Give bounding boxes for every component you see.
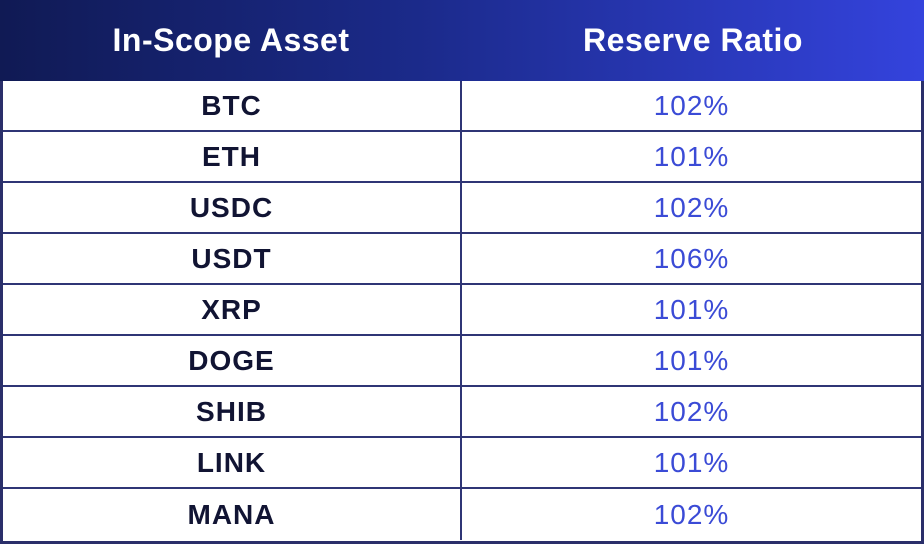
- reserve-ratio-cell: 102%: [653, 498, 730, 530]
- asset-cell: BTC: [3, 81, 462, 130]
- reserve-ratio-cell: 101%: [653, 344, 730, 376]
- asset-cell: DOGE: [3, 336, 462, 385]
- table-row: BTC 102%: [3, 81, 921, 132]
- reserve-ratio-cell: 101%: [653, 140, 730, 172]
- asset-cell: SHIB: [3, 387, 462, 436]
- table-row: USDC 102%: [3, 183, 921, 234]
- reserve-ratio-cell: 106%: [653, 242, 730, 274]
- table-header: In-Scope Asset Reserve Ratio: [0, 0, 924, 81]
- reserve-ratio-cell: 101%: [653, 446, 730, 478]
- table-row: USDT 106%: [3, 234, 921, 285]
- asset-cell: MANA: [3, 489, 462, 540]
- table-row: SHIB 102%: [3, 387, 921, 438]
- reserve-ratio-cell: 102%: [653, 191, 730, 223]
- asset-cell: USDC: [3, 183, 462, 232]
- reserve-ratio-cell: 102%: [653, 89, 730, 121]
- asset-cell: USDT: [3, 234, 462, 283]
- asset-cell: XRP: [3, 285, 462, 334]
- column-header-reserve-ratio: Reserve Ratio: [583, 22, 803, 58]
- asset-cell: ETH: [3, 132, 462, 181]
- table-row: ETH 101%: [3, 132, 921, 183]
- table-row: DOGE 101%: [3, 336, 921, 387]
- asset-cell: LINK: [3, 438, 462, 487]
- table-row: XRP 101%: [3, 285, 921, 336]
- table-body: BTC 102% ETH 101% USDC 102% USDT 106% XR…: [0, 81, 924, 544]
- column-header-asset: In-Scope Asset: [112, 22, 350, 58]
- reserve-ratio-cell: 101%: [653, 293, 730, 325]
- table-row: LINK 101%: [3, 438, 921, 489]
- reserve-ratio-cell: 102%: [653, 395, 730, 427]
- table-row: MANA 102%: [3, 489, 921, 540]
